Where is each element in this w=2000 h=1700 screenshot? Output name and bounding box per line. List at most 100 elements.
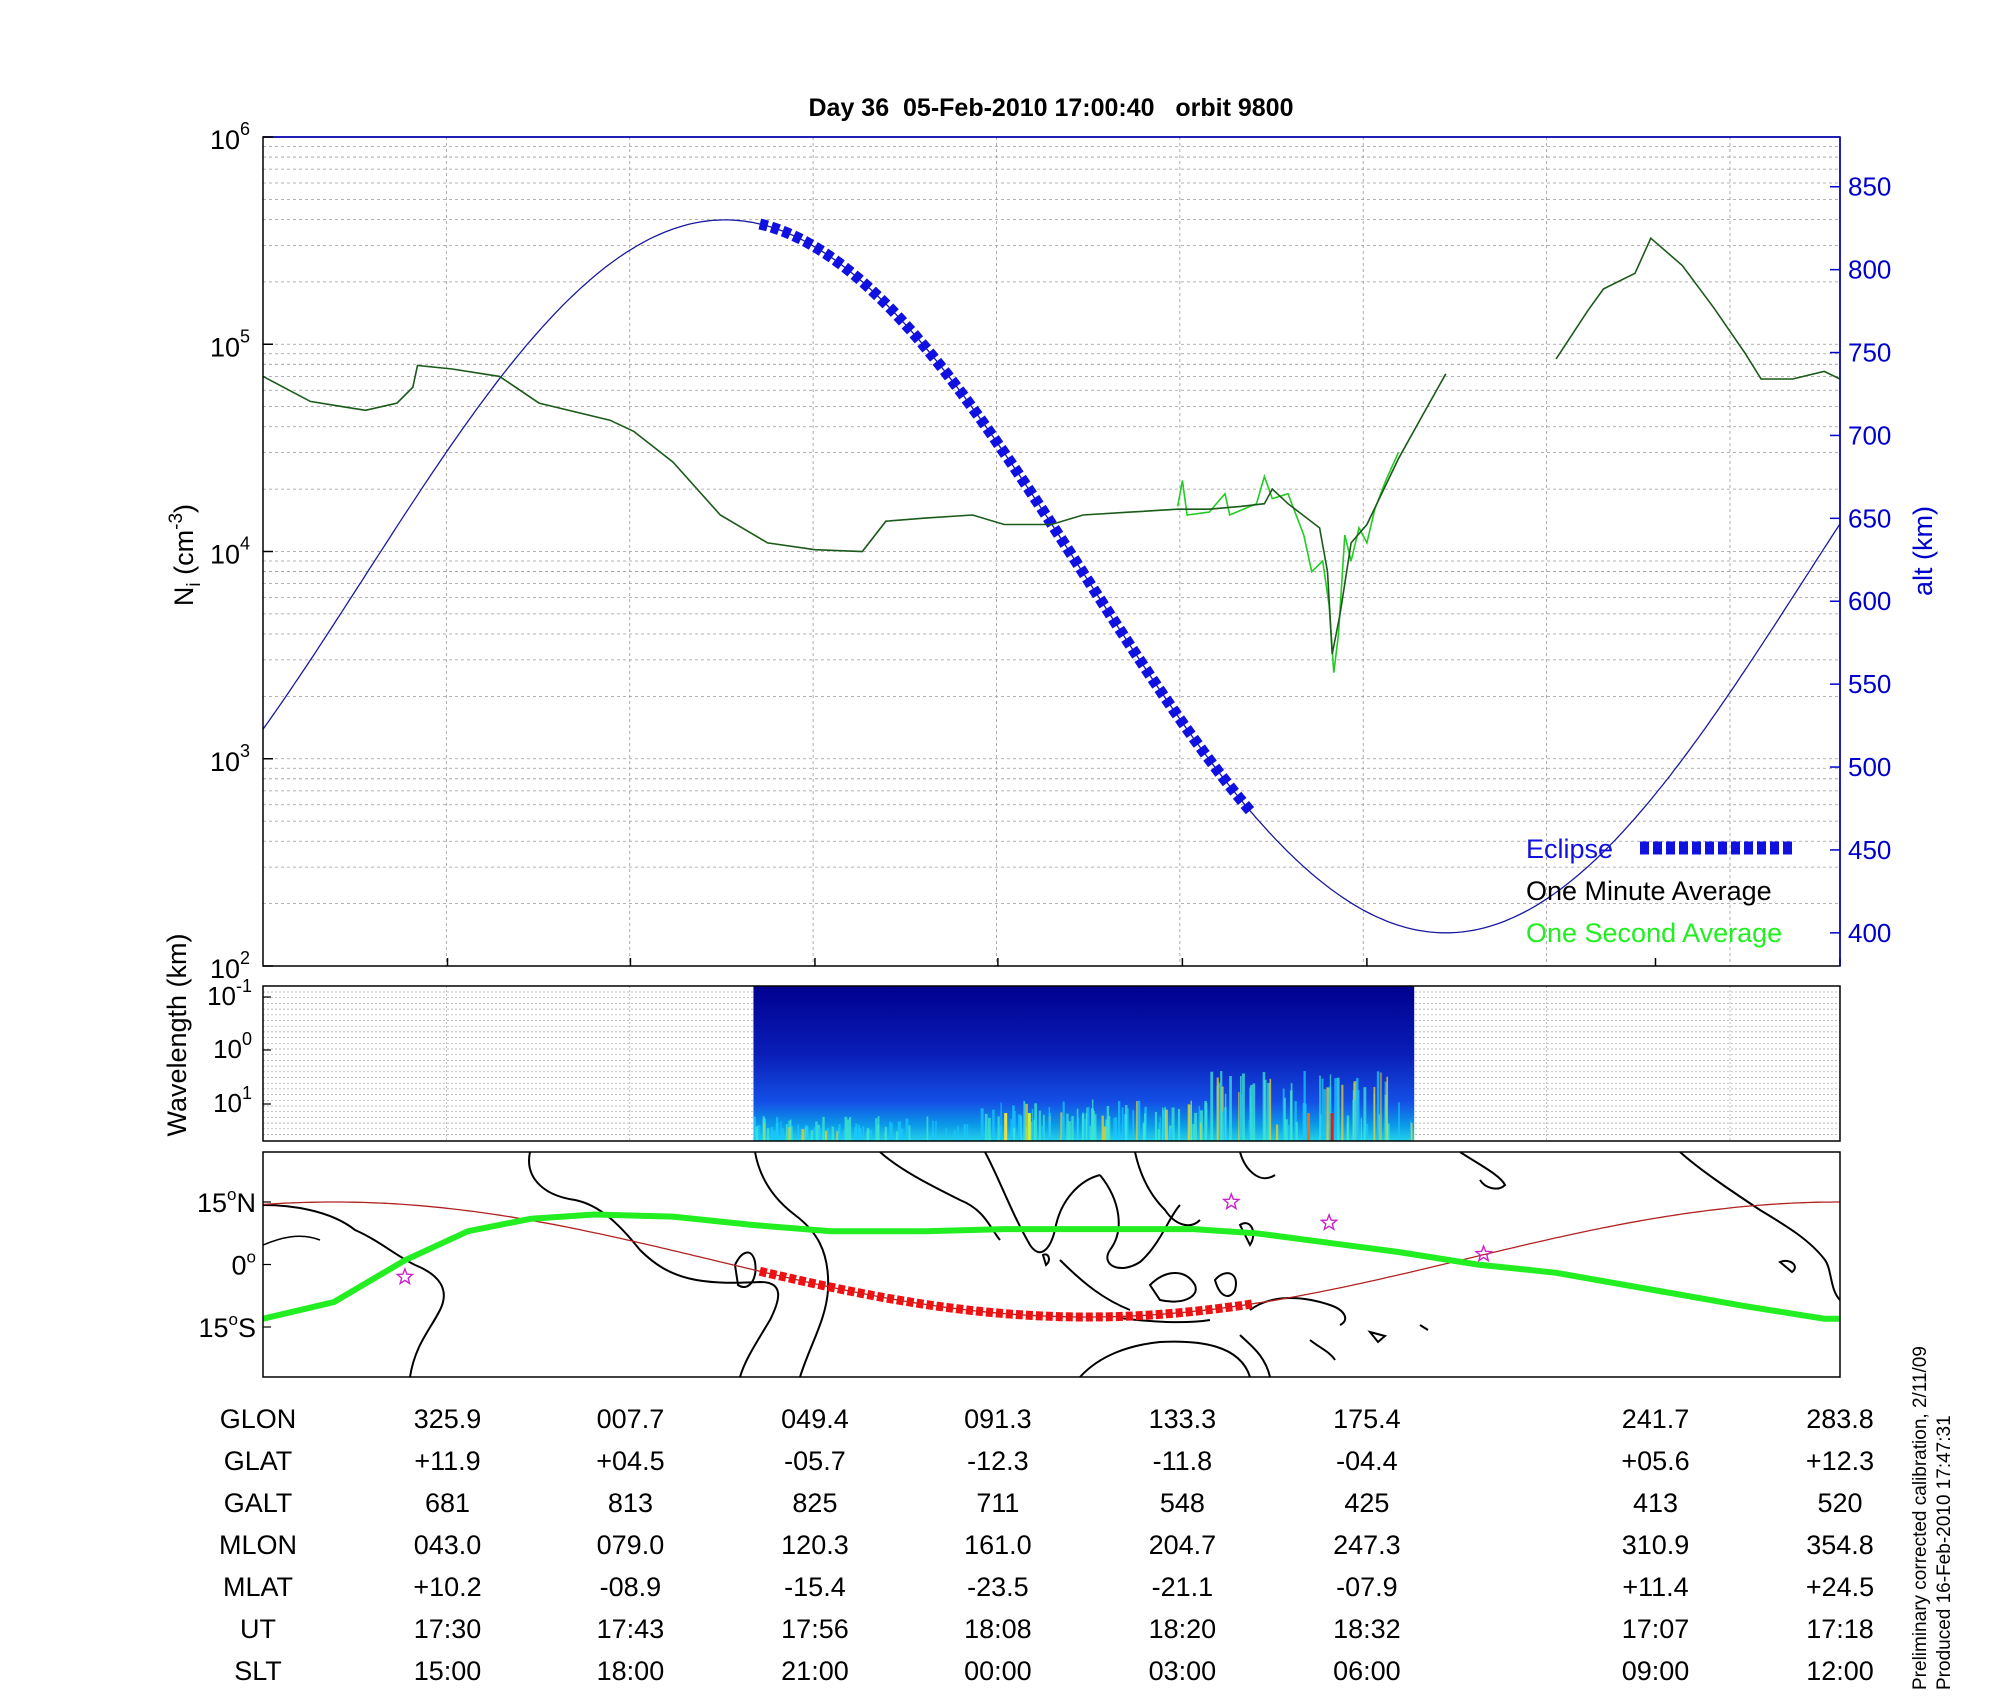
- ephemeris-cell: 043.0: [414, 1530, 482, 1560]
- altitude-y-tick-8: 800: [1848, 255, 1891, 285]
- ephemeris-row-label: GLON: [220, 1404, 297, 1434]
- ephemeris-cell: 120.3: [781, 1530, 849, 1560]
- footnote-line-1: Preliminary corrected calibration, 2/11/…: [1910, 1346, 1931, 1690]
- magnetic-star-marker: [1221, 1192, 1241, 1211]
- ephemeris-cell: 241.7: [1622, 1404, 1690, 1434]
- ephemeris-cell: 325.9: [414, 1404, 482, 1434]
- altitude-y-tick-3: 550: [1848, 669, 1891, 699]
- ephemeris-table: GLON GLAT GALT MLON MLAT UT SLT 325.9 +11.9 681 04…: [219, 1404, 1874, 1686]
- map-plot-area: [263, 1152, 1840, 1377]
- ephemeris-cell: 007.7: [597, 1404, 665, 1434]
- altitude-y-tick-7: 750: [1848, 338, 1891, 368]
- legend-minute-label: One Minute Average: [1526, 876, 1772, 906]
- ephemeris-cell: 825: [792, 1488, 837, 1518]
- ground-track-series: [263, 1192, 1840, 1322]
- ephemeris-cell: 18:20: [1149, 1614, 1217, 1644]
- ephemeris-cell: 17:43: [597, 1614, 665, 1644]
- density-y-ticks: 102 103 104 105 106: [210, 119, 273, 984]
- ephemeris-cell: 17:07: [1622, 1614, 1690, 1644]
- ephemeris-cell: +10.2: [413, 1572, 481, 1602]
- ephemeris-cell: 17:56: [781, 1614, 849, 1644]
- ephemeris-cell: +05.6: [1621, 1446, 1689, 1476]
- legend-eclipse-label: Eclipse: [1526, 834, 1613, 864]
- spectrogram-y-tick-0: 10-1: [207, 976, 252, 1011]
- altitude-y-tick-0: 400: [1848, 918, 1891, 948]
- ephemeris-cell: 00:00: [964, 1656, 1032, 1686]
- figure-title: Day 36 05-Feb-2010 17:00:40 orbit 9800: [809, 94, 1294, 122]
- ephemeris-cell: 091.3: [964, 1404, 1032, 1434]
- ephemeris-cell: -23.5: [967, 1572, 1029, 1602]
- spectrogram-y-label: Wavelength (km): [162, 933, 192, 1136]
- ephemeris-cell: 079.0: [597, 1530, 665, 1560]
- ephemeris-cell: 17:18: [1806, 1614, 1874, 1644]
- altitude-y-tick-4: 600: [1848, 586, 1891, 616]
- density-y-tick-0: 102: [210, 948, 250, 984]
- magnetic-star-marker: [395, 1267, 415, 1286]
- ephemeris-cell: 21:00: [781, 1656, 849, 1686]
- one-minute-average-line: [263, 364, 1447, 655]
- spectrogram-axes-box: [262, 985, 1841, 1142]
- altitude-y-tick-6: 700: [1848, 420, 1891, 450]
- dip-equator-line: [263, 1211, 1840, 1322]
- ephemeris-cell: +04.5: [596, 1446, 664, 1476]
- legend-second-label: One Second Average: [1526, 918, 1782, 948]
- magnetic-star-marker: [1474, 1244, 1494, 1263]
- ephemeris-cell: 175.4: [1333, 1404, 1401, 1434]
- ground-track-panel: 15oN 0o 15oS: [197, 1151, 1841, 1378]
- ephemeris-cell: -11.8: [1153, 1446, 1213, 1476]
- density-y-tick-3: 105: [210, 326, 250, 362]
- ephemeris-cell: 06:00: [1333, 1656, 1401, 1686]
- ephemeris-cell: 413: [1633, 1488, 1678, 1518]
- ephemeris-row-label: MLON: [219, 1530, 297, 1560]
- ephemeris-cell: -05.7: [784, 1446, 846, 1476]
- ephemeris-cell: +11.4: [1622, 1572, 1688, 1602]
- ephemeris-row-label: GLAT: [224, 1446, 293, 1476]
- map-y-tick-1: 0o: [232, 1248, 257, 1281]
- ephemeris-cell: 520: [1817, 1488, 1862, 1518]
- density-y-label: Ni (cm-3): [166, 504, 205, 606]
- ephemeris-cell: 18:08: [964, 1614, 1032, 1644]
- footnote-line-2: Produced 16-Feb-2010 17:47:31: [1934, 1415, 1955, 1690]
- eclipse-segment: [758, 218, 1256, 817]
- spectrogram-panel: 10-1 100 101 Wavelength (km): [162, 933, 1841, 1142]
- ephemeris-cell: +12.3: [1806, 1446, 1874, 1476]
- ephemeris-cell: 425: [1344, 1488, 1389, 1518]
- ephemeris-cell: 283.8: [1806, 1404, 1874, 1434]
- ephemeris-cell: -04.4: [1336, 1446, 1398, 1476]
- ephemeris-row-label: SLT: [234, 1656, 282, 1686]
- ephemeris-cell: 15:00: [414, 1656, 482, 1686]
- ephemeris-cell: +11.9: [414, 1446, 480, 1476]
- altitude-y-tick-2: 500: [1848, 752, 1891, 782]
- density-y-tick-2: 104: [210, 534, 250, 570]
- magnetic-star-marker: [1319, 1212, 1339, 1231]
- ephemeris-cell: 813: [608, 1488, 653, 1518]
- altitude-y-tick-5: 650: [1848, 503, 1891, 533]
- spectrogram-y-tick-1: 100: [213, 1029, 252, 1064]
- ephemeris-cell: -21.1: [1152, 1572, 1214, 1602]
- altitude-y-tick-1: 450: [1848, 835, 1891, 865]
- ephemeris-row-label: MLAT: [223, 1572, 293, 1602]
- ephemeris-cell: 18:32: [1333, 1614, 1401, 1644]
- ephemeris-cell: 548: [1160, 1488, 1205, 1518]
- ephemeris-cell: 711: [976, 1488, 1019, 1518]
- density-y-tick-4: 106: [210, 119, 250, 155]
- ephemeris-cell: 12:00: [1806, 1656, 1874, 1686]
- density-gridlines: [263, 136, 1841, 967]
- map-y-tick-0: 15oN: [197, 1185, 256, 1218]
- density-series: [263, 236, 1840, 673]
- ephemeris-cell: 18:00: [597, 1656, 665, 1686]
- ion-density-panel: 102 103 104 105 106 400 450 500 550 600 650 700 750…: [166, 119, 1938, 984]
- ephemeris-cell: -15.4: [784, 1572, 846, 1602]
- ephemeris-cell: 681: [425, 1488, 470, 1518]
- ephemeris-cell: 133.3: [1149, 1404, 1217, 1434]
- altitude-y-ticks: 400 450 500 550 600 650 700 750 800 850: [1830, 172, 1891, 948]
- ephemeris-cell: -08.9: [600, 1572, 662, 1602]
- ephemeris-cell: +24.5: [1806, 1572, 1874, 1602]
- one-second-average-line: [1176, 452, 1400, 673]
- ephemeris-cell: 09:00: [1622, 1656, 1690, 1686]
- ephemeris-row-label: GALT: [224, 1488, 293, 1518]
- density-y-tick-1: 103: [210, 741, 250, 777]
- ephemeris-cell: 247.3: [1333, 1530, 1401, 1560]
- ephemeris-cell: 310.9: [1622, 1530, 1690, 1560]
- ephemeris-cell: 161.0: [964, 1530, 1032, 1560]
